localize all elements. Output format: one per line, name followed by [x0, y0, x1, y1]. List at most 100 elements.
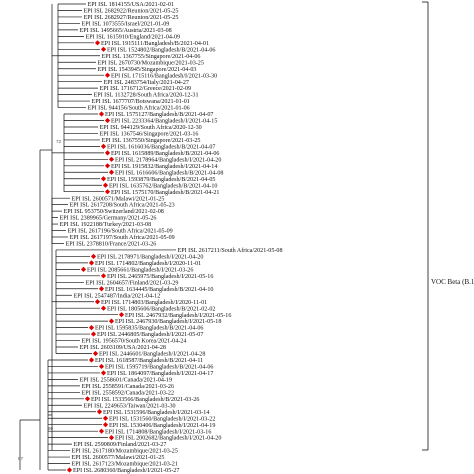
leaf-label: EPI ISL 944129/South Africa/2020-12-30 — [100, 124, 202, 131]
leaf-label: EPI ISL 1864097/Bangladesh/I/2021-04-17 — [107, 371, 213, 377]
leaf-label: EPI ISL 1533566/Bangladesh/B/2021-03-26 — [91, 397, 199, 403]
leaf-label: EPI ISL 2670730/Mozambique/2021-03-25 — [98, 60, 204, 66]
leaf-label: EPI ISL 1495665/Austria/2021-03-08 — [80, 28, 172, 34]
leaf-label: EPI ISL 1530406/Bangladesh/I/2021-04-19 — [109, 423, 215, 429]
leaf-label: EPI ISL 2680360/Bangladesh/I/2021-05-27 — [73, 468, 179, 474]
diamond-icon — [98, 111, 105, 117]
leaf-label: EPI ISL 2547487/India/2021-04-12 — [74, 293, 161, 299]
leaf-label: EPI ISL 1677707/Botswana/2021-01-01 — [92, 99, 190, 105]
diamond-icon — [90, 253, 97, 260]
leaf-label: EPI ISL 1716712/Greece/2021-02-09 — [100, 86, 192, 92]
leaf-label: EPI ISL 944156/South Africa/2021-01-06 — [88, 105, 190, 112]
bootstrap-value: 87 — [18, 456, 24, 461]
leaf-label: EPI ISL 2558592/Canada/2021-03-22 — [82, 390, 175, 396]
leaf-label: EPI ISL 2617123/Mozambique/2021-03-21 — [72, 462, 178, 468]
leaf-label: EPI ISL 1575127/Bangladesh/B/2021-04-07 — [105, 112, 213, 118]
leaf-label: EPI ISL 1615889/Bangladesh/B/2021-04-06 — [111, 151, 219, 157]
bootstrap-value: 72 — [56, 139, 62, 144]
diamond-icon — [108, 169, 115, 175]
leaf-label: EPI ISL 2617196/South Africa/2021-05-09 — [68, 228, 173, 235]
diamond-icon — [98, 428, 105, 434]
leaf-label: EPI ISL 2483754/Italy/2021-04-27 — [104, 80, 189, 86]
diamond-icon — [80, 266, 87, 272]
leaf-label: EPI ISL 1714803/Bangladesh/I/2020-11-01 — [101, 300, 207, 306]
diamond-icon — [100, 305, 107, 311]
diamond-icon — [102, 422, 109, 428]
diamond-icon — [100, 143, 107, 149]
diamond-icon — [118, 312, 125, 318]
diamond-icon — [104, 72, 111, 78]
leaf-label: EPI ISL 1595719/Bangladesh/B/2021-04-06 — [105, 365, 213, 371]
leaf-label: EPI ISL 2617197/South Africa/2021-05-09 — [70, 234, 175, 241]
leaf-label: EPI ISL 953750/Switzerland/2021-02-08 — [64, 209, 164, 215]
leaf-label: EPI ISL 1616606/Bangladesh/B/2021-04-08 — [115, 170, 223, 176]
leaf-label: EPI ISL 1615910/England/2021-04-09 — [86, 34, 181, 40]
diamond-icon — [102, 415, 109, 421]
leaf-label: EPI ISL 1616036/Bangladesh/B/2021-04-07 — [107, 144, 215, 150]
leaf-label: EPI ISL 2682927/Reunion/2021-05-25 — [84, 15, 179, 21]
leaf-label: EPI ISL 1915832/Bangladesh/I/2021-04-14 — [111, 164, 217, 170]
leaf-label: EPI ISL 1575170/Bangladesh/B/2021-04-21 — [111, 190, 219, 196]
diamond-icon — [100, 370, 107, 376]
leaf-label: EPI ISL 2617208/South Africa/2021-05-23 — [70, 202, 175, 209]
leaf-label: EPI ISL 2617211/South Africa/2021-05-08 — [178, 247, 283, 254]
leaf-label: EPI ISL 1593879/Bangladesh/B/2021-04-05 — [107, 177, 215, 183]
leaf-label: EPI ISL 2558591/Canada/2021-03-26 — [82, 384, 175, 390]
diamond-icon — [104, 163, 111, 169]
leaf-label: EPI ISL 1805606/Bangladesh/B/2021-02-02 — [107, 306, 215, 312]
leaf-label: EPI ISL 2603109/USA/2021-04-28 — [80, 345, 166, 351]
bootstrap-value: 99 — [48, 426, 54, 431]
leaf-label: EPI ISL 1595835/Bangladesh/B/2021-04-06 — [95, 326, 203, 332]
leaf-label: EPI ISL 1618587/Bangladesh/B/2021-04-11 — [95, 358, 203, 364]
leaf-label: EPI ISL 2600571/Malawi/2021-01-25 — [72, 196, 165, 202]
diamond-icon — [96, 409, 103, 415]
diamond-icon — [108, 318, 115, 324]
leaf-label: EPI ISL 2467932/Bangladesh/I/2021-05-16 — [125, 313, 231, 319]
leaf-label: EPI ISL 2558601/Canada/2021-04-19 — [80, 377, 173, 383]
bootstrap-labels: 72 99 87 — [18, 139, 62, 461]
leaf-label: EPI ISL 2446601/Bangladesh/I/2021-04-28 — [99, 352, 205, 358]
leaf-label: EPI ISL 2178971/Bangladesh/I/2021-04-20 — [97, 255, 203, 261]
leaf-label: EPI ISL 1524802/Bangladesh/B/2021-04-06 — [107, 47, 215, 53]
diamond-icon — [108, 156, 115, 162]
leaf-label: EPI ISL 1367546/Singapore/2021-03-16 — [100, 132, 199, 138]
diamond-icon — [100, 46, 107, 52]
diamond-icon — [104, 117, 111, 124]
leaf-label: EPI ISL 2085661/Bangladesh/I/2021-03-26 — [87, 267, 193, 273]
diamond-icon — [92, 350, 99, 357]
leaf-label: EPI ISL 2604657/Finland/2021-03-29 — [86, 280, 179, 286]
leaf-label: EPI ISL 2002682/Bangladesh/I/2021-04-20 — [115, 436, 221, 442]
leaf-label: EPI ISL 2590809/Finland/2021-03-27 — [74, 442, 167, 448]
leaf-label: EPI ISL 2467930/Bangladesh/I/2021-05-18 — [115, 319, 221, 325]
diamond-icon — [104, 189, 111, 195]
leaf-label: EPI ISL 2249653/Taiwan/2021-03-30 — [84, 403, 176, 409]
diamond-icon — [100, 273, 107, 279]
diamond-icon — [90, 331, 97, 337]
leaf-label: EPI ISL 1073555/Israel/2021-01-09 — [82, 22, 170, 28]
diamond-icon — [98, 363, 105, 370]
diamond-icon — [108, 435, 115, 441]
leaf-label: EPI ISL 2617180/Mozambique/2021-03-25 — [72, 449, 178, 455]
diamond-icon — [84, 396, 91, 402]
diamond-icon — [94, 40, 101, 46]
leaf-label: EPI ISL 1531596/Bangladesh/I/2021-03-14 — [103, 410, 209, 416]
leaf-label: EPI ISL 2389965/Germany/2021-05-26 — [60, 216, 157, 222]
leaf-label: EPI ISL 1132728/South Africa/2020-12-31 — [94, 92, 199, 99]
leaf-label: EPI ISL 1634445/Bangladesh/B/2021-04-10 — [105, 287, 213, 293]
leaf-label: EPI ISL 1715116/Bangladesh/I/2021-03-30 — [111, 73, 217, 79]
leaf-label: EPI ISL 2378810/France/2021-03-26 — [66, 242, 157, 248]
tree-branches — [19, 3, 176, 471]
diamond-icon — [88, 260, 95, 266]
leaf-label: EPI ISL 1635762/Bangladesh/B/2021-04-10 — [109, 183, 217, 189]
leaf-label: EPI ISL 1543945/Singapore/2021-04-03 — [98, 67, 197, 73]
leaf-label: EPI ISL 1714802/Bangladesh/I/2020-11-01 — [95, 261, 201, 267]
diamond-icon — [88, 325, 95, 331]
diamond-icon — [98, 286, 105, 292]
diamond-icon — [102, 182, 109, 188]
leaf-label: EPI ISL 1915111/Bangladesh/B/2021-04-01 — [101, 41, 209, 47]
leaf-label: EPI ISL 2682922/Reunion/2021-05-25 — [84, 9, 179, 15]
leaf-label: EPI ISL 2233364/Bangladesh/I/2021-04-15 — [111, 119, 217, 125]
leaf-label: EPI ISL 1814155/USA/2021-02-01 — [88, 2, 174, 8]
leaf-label: EPI ISL 1367755/Singapore/2021-04-06 — [102, 54, 201, 60]
